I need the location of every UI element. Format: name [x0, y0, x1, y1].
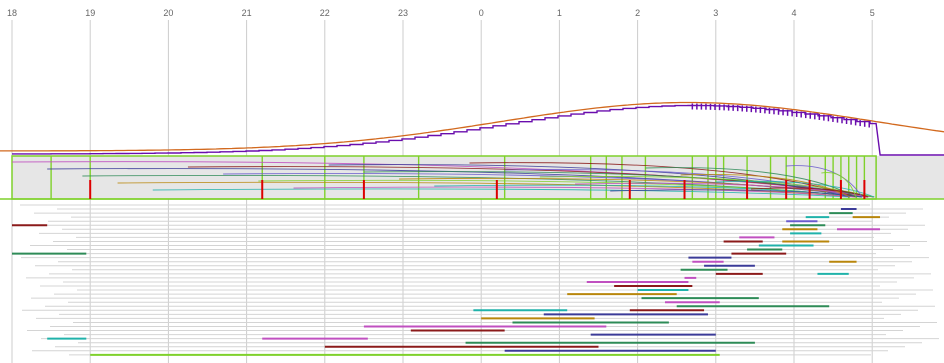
smooth-curve [0, 101, 944, 152]
tick-label-3: 3 [713, 8, 718, 18]
timeline-rows [20, 204, 939, 356]
tick-label-0: 0 [479, 8, 484, 18]
x-axis-labels: 18 19 20 21 22 23 0 1 2 3 4 5 [7, 8, 875, 18]
fan-curve-11 [399, 177, 869, 198]
tick-label-5: 5 [870, 8, 875, 18]
fan-curve-0 [11, 161, 875, 198]
level-curves [0, 101, 944, 156]
tick-label-19: 19 [85, 8, 95, 18]
fan-curve-22 [786, 165, 863, 198]
fan-curve-19 [680, 174, 851, 198]
tick-label-18: 18 [7, 8, 17, 18]
tick-label-20: 20 [163, 8, 173, 18]
fan-curve-18 [645, 167, 857, 198]
fan-curve-20 [715, 180, 875, 198]
tick-label-23: 23 [398, 8, 408, 18]
tick-label-4: 4 [791, 8, 796, 18]
fan-curve-23 [821, 172, 857, 198]
fan-curve-8 [293, 186, 857, 198]
segments [12, 208, 881, 356]
activity-band [0, 155, 944, 200]
tick-label-1: 1 [557, 8, 562, 18]
step-curve [12, 104, 944, 156]
tick-label-22: 22 [320, 8, 330, 18]
fan-curve-4 [152, 188, 851, 198]
fan-curve-16 [575, 182, 869, 198]
tick-label-21: 21 [242, 8, 252, 18]
tick-label-2: 2 [635, 8, 640, 18]
